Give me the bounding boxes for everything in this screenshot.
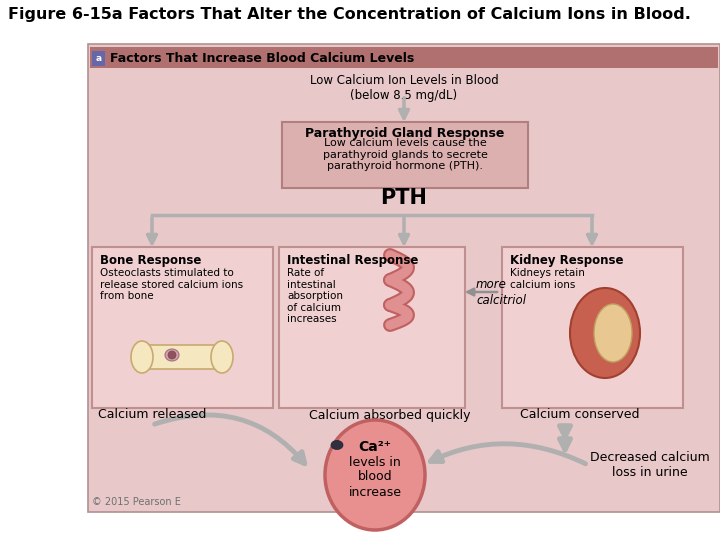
Text: Calcium absorbed quickly: Calcium absorbed quickly xyxy=(310,408,471,422)
Text: Osteoclasts stimulated to
release stored calcium ions
from bone: Osteoclasts stimulated to release stored… xyxy=(100,268,243,301)
FancyBboxPatch shape xyxy=(92,247,273,408)
Ellipse shape xyxy=(211,341,233,373)
Text: Ca²⁺: Ca²⁺ xyxy=(359,440,392,454)
FancyBboxPatch shape xyxy=(92,51,105,66)
Text: Factors That Increase Blood Calcium Levels: Factors That Increase Blood Calcium Leve… xyxy=(110,51,414,64)
FancyBboxPatch shape xyxy=(282,122,528,188)
Text: Kidney Response: Kidney Response xyxy=(510,254,624,267)
FancyBboxPatch shape xyxy=(279,247,465,408)
Text: Decreased calcium
loss in urine: Decreased calcium loss in urine xyxy=(590,451,710,479)
FancyBboxPatch shape xyxy=(139,345,225,369)
Text: Kidneys retain
calcium ions: Kidneys retain calcium ions xyxy=(510,268,585,289)
Text: PTH: PTH xyxy=(381,188,428,208)
Text: Parathyroid Gland Response: Parathyroid Gland Response xyxy=(305,127,505,140)
Text: Low calcium levels cause the
parathyroid glands to secrete
parathyroid hormone (: Low calcium levels cause the parathyroid… xyxy=(323,138,487,171)
Text: Intestinal Response: Intestinal Response xyxy=(287,254,418,267)
Text: increase: increase xyxy=(348,487,402,500)
Text: Bone Response: Bone Response xyxy=(100,254,202,267)
Text: © 2015 Pearson E: © 2015 Pearson E xyxy=(92,497,181,507)
Text: calcitriol: calcitriol xyxy=(476,294,526,307)
Ellipse shape xyxy=(594,304,632,362)
Text: Calcium released: Calcium released xyxy=(98,408,206,422)
Ellipse shape xyxy=(570,288,640,378)
Ellipse shape xyxy=(331,441,343,449)
Ellipse shape xyxy=(131,341,153,373)
FancyBboxPatch shape xyxy=(502,247,683,408)
Text: Calcium conserved: Calcium conserved xyxy=(521,408,640,422)
Text: a: a xyxy=(96,54,102,63)
Ellipse shape xyxy=(325,420,425,530)
Circle shape xyxy=(168,351,176,359)
Text: Figure 6-15a Factors That Alter the Concentration of Calcium Ions in Blood.: Figure 6-15a Factors That Alter the Conc… xyxy=(8,7,691,22)
Text: more: more xyxy=(476,279,507,292)
FancyBboxPatch shape xyxy=(90,47,718,68)
Text: Low Calcium Ion Levels in Blood
(below 8.5 mg/dL): Low Calcium Ion Levels in Blood (below 8… xyxy=(310,74,498,102)
Ellipse shape xyxy=(165,349,179,361)
Text: blood: blood xyxy=(358,470,392,483)
Text: Rate of
intestinal
absorption
of calcium
increases: Rate of intestinal absorption of calcium… xyxy=(287,268,343,325)
FancyBboxPatch shape xyxy=(88,44,720,512)
Text: levels in: levels in xyxy=(349,456,401,469)
